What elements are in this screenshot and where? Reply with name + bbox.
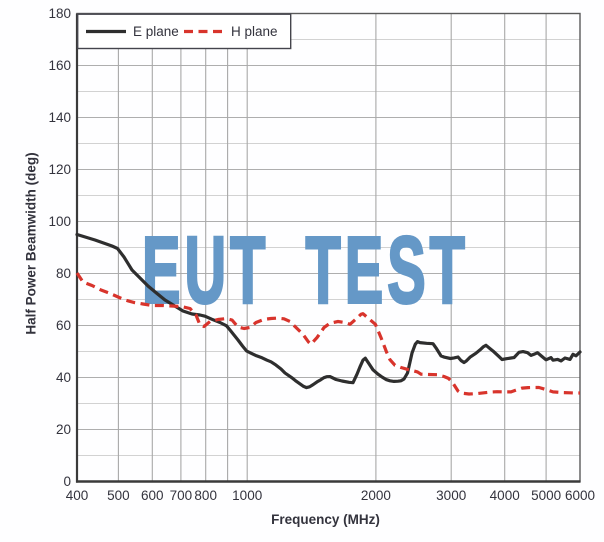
svg-text:80: 80 [56, 266, 71, 281]
svg-text:500: 500 [107, 488, 130, 503]
svg-text:120: 120 [48, 162, 71, 177]
svg-text:5000: 5000 [531, 488, 561, 503]
svg-text:6000: 6000 [565, 488, 595, 503]
svg-text:4000: 4000 [490, 488, 520, 503]
svg-text:3000: 3000 [436, 488, 466, 503]
svg-text:EUT TEST: EUT TEST [142, 217, 469, 323]
svg-text:800: 800 [194, 488, 217, 503]
svg-text:H plane: H plane [231, 24, 278, 39]
svg-text:Half Power Beamwidth (deg): Half Power Beamwidth (deg) [24, 152, 39, 334]
svg-text:60: 60 [56, 318, 71, 333]
svg-text:0: 0 [63, 474, 71, 489]
svg-text:E plane: E plane [133, 24, 179, 39]
svg-text:160: 160 [48, 58, 71, 73]
svg-text:40: 40 [56, 370, 71, 385]
svg-text:400: 400 [66, 488, 89, 503]
svg-text:100: 100 [48, 214, 71, 229]
svg-text:2000: 2000 [361, 488, 391, 503]
svg-text:20: 20 [56, 422, 71, 437]
svg-text:600: 600 [141, 488, 164, 503]
svg-text:140: 140 [48, 110, 71, 125]
svg-text:Frequency (MHz): Frequency (MHz) [271, 512, 380, 527]
svg-text:700: 700 [170, 488, 193, 503]
svg-text:180: 180 [48, 6, 71, 21]
svg-text:1000: 1000 [232, 488, 262, 503]
